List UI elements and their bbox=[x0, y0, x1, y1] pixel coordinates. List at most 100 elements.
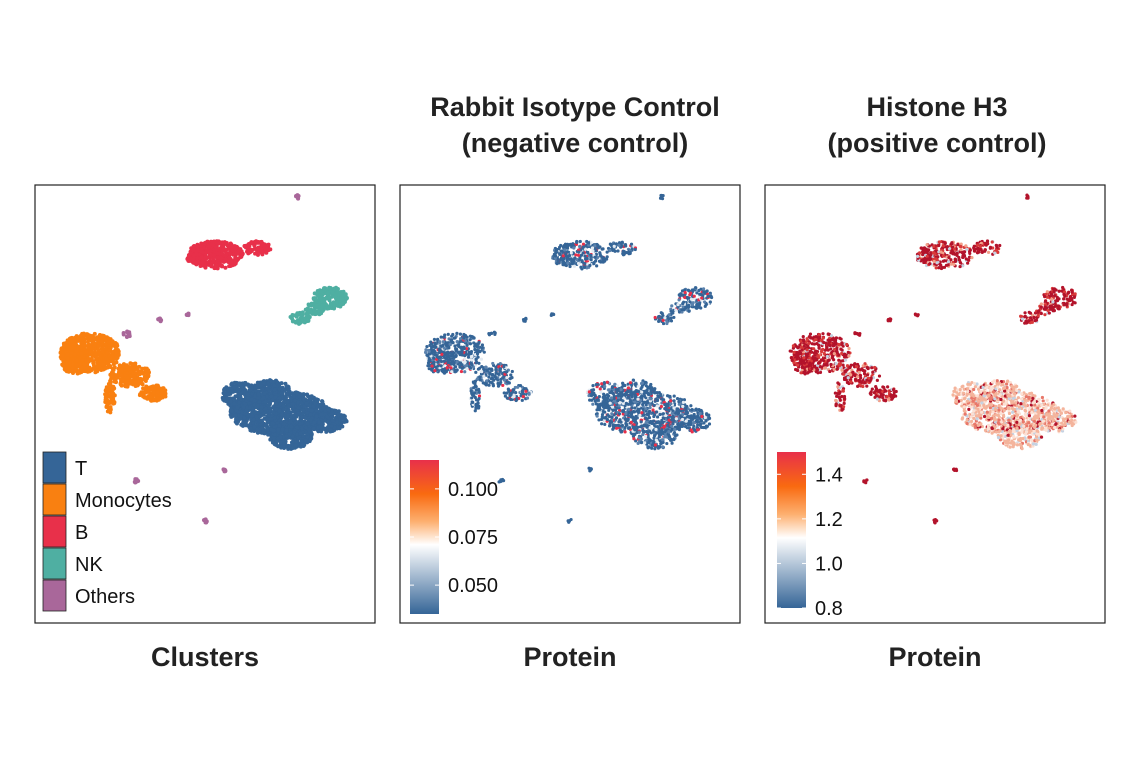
cell-point-t bbox=[238, 395, 243, 400]
cell-point-nk bbox=[660, 311, 664, 316]
cell-point-nk bbox=[333, 295, 338, 300]
cell-point-monocytes bbox=[442, 359, 446, 363]
cell-point-t bbox=[291, 439, 296, 444]
cell-point-monocytes bbox=[111, 384, 116, 389]
cell-point-monocytes bbox=[133, 371, 138, 376]
cell-point-b bbox=[258, 247, 263, 252]
cell-point-monocytes bbox=[132, 366, 137, 371]
cell-point-t bbox=[261, 429, 266, 434]
cell-point-monocytes bbox=[454, 347, 458, 351]
cell-point-monocytes bbox=[509, 397, 513, 402]
cell-point-t bbox=[256, 383, 261, 388]
cell-point-monocytes bbox=[469, 389, 473, 393]
cell-point-monocytes bbox=[524, 389, 528, 393]
cell-point-b bbox=[608, 248, 612, 252]
cell-point-nk bbox=[657, 314, 661, 319]
cell-point-monocytes bbox=[130, 362, 135, 367]
cell-point-monocytes bbox=[453, 344, 457, 348]
cell-point-t bbox=[271, 428, 276, 433]
cell-point-monocytes bbox=[509, 373, 513, 377]
panel3-title-line2: (positive control) bbox=[827, 128, 1046, 158]
cell-point-t bbox=[314, 414, 319, 419]
cell-point-monocytes bbox=[159, 390, 164, 395]
cell-point-nk bbox=[696, 302, 700, 306]
cell-point-monocytes bbox=[501, 383, 505, 388]
cell-point-b bbox=[264, 250, 269, 255]
cell-point-monocytes bbox=[473, 379, 477, 383]
cell-point-t bbox=[300, 442, 305, 447]
cell-point-monocytes bbox=[521, 394, 525, 399]
cell-point-monocytes bbox=[436, 360, 440, 364]
cell-point-t bbox=[309, 408, 314, 413]
cell-point-nk bbox=[290, 319, 295, 324]
cell-point-nk bbox=[694, 306, 698, 310]
cell-point-monocytes bbox=[454, 354, 458, 358]
cell-point-monocytes bbox=[119, 368, 124, 373]
cell-point-others bbox=[223, 468, 228, 473]
cell-point-nk bbox=[295, 311, 300, 316]
cell-point-monocytes bbox=[77, 362, 82, 367]
cell-point-monocytes bbox=[152, 390, 157, 395]
cell-point-t bbox=[279, 412, 284, 417]
cell-point-nk bbox=[343, 293, 348, 298]
cell-point-monocytes bbox=[477, 394, 482, 398]
cell-point-t bbox=[309, 432, 314, 437]
cell-point-t bbox=[232, 401, 237, 406]
cell-point-t bbox=[259, 408, 264, 413]
cell-point-monocytes bbox=[455, 340, 459, 344]
cell-point-b bbox=[221, 242, 226, 247]
cell-point-b bbox=[628, 250, 632, 254]
cell-point-monocytes bbox=[470, 358, 474, 362]
cell-point-b bbox=[573, 256, 577, 260]
cell-point-t bbox=[235, 405, 240, 410]
cell-point-monocytes bbox=[425, 353, 429, 357]
cell-point-t bbox=[278, 435, 283, 440]
cell-point-monocytes bbox=[100, 349, 105, 354]
cell-point-monocytes bbox=[463, 357, 467, 361]
cell-point-monocytes bbox=[514, 390, 518, 395]
cell-point-b bbox=[577, 250, 581, 254]
cell-point-monocytes bbox=[74, 358, 79, 363]
cell-point-b bbox=[572, 264, 576, 268]
cell-point-b bbox=[566, 261, 570, 265]
cell-point-monocytes bbox=[115, 343, 120, 348]
cell-point-monocytes bbox=[439, 359, 444, 364]
cell-point-monocytes bbox=[489, 377, 494, 381]
cell-point-nk bbox=[330, 290, 335, 295]
cell-point-monocytes bbox=[156, 397, 161, 402]
cell-point-t bbox=[248, 426, 253, 431]
cell-point-monocytes bbox=[507, 381, 511, 385]
cell-point-monocytes bbox=[494, 376, 498, 381]
cell-point-b bbox=[233, 252, 238, 257]
cell-point-monocytes bbox=[479, 357, 484, 361]
cell-point-others bbox=[121, 330, 126, 335]
cell-point-monocytes bbox=[105, 350, 110, 355]
cell-point-b bbox=[207, 244, 212, 249]
cell-point-monocytes bbox=[443, 333, 447, 337]
cell-point-nk bbox=[308, 309, 313, 314]
cell-point-monocytes bbox=[110, 367, 115, 372]
cell-point-t bbox=[232, 385, 237, 390]
cell-point-nk bbox=[676, 302, 680, 307]
cell-point-t bbox=[303, 425, 308, 430]
cell-point-nk bbox=[663, 316, 667, 320]
cell-point-monocytes bbox=[444, 344, 449, 348]
cell-point-t bbox=[222, 392, 227, 397]
cell-point-monocytes bbox=[125, 375, 130, 380]
cell-point-t bbox=[293, 398, 298, 403]
cell-point-monocytes bbox=[155, 390, 160, 395]
cell-point-monocytes bbox=[426, 364, 430, 368]
cell-point-monocytes bbox=[510, 369, 514, 374]
cell-point-b bbox=[559, 243, 563, 248]
cell-point-monocytes bbox=[108, 405, 113, 410]
cell-point-t bbox=[287, 444, 292, 449]
cell-point-monocytes bbox=[104, 403, 109, 408]
cell-point-b bbox=[213, 245, 218, 250]
cell-point-nk bbox=[669, 309, 673, 313]
panel3-title-line1: Histone H3 bbox=[866, 92, 1007, 122]
cell-point-nk bbox=[702, 290, 706, 294]
cell-point-t bbox=[266, 432, 271, 437]
cell-point-b bbox=[209, 264, 214, 269]
cell-point-monocytes bbox=[89, 334, 94, 339]
cell-point-monocytes bbox=[512, 388, 516, 392]
